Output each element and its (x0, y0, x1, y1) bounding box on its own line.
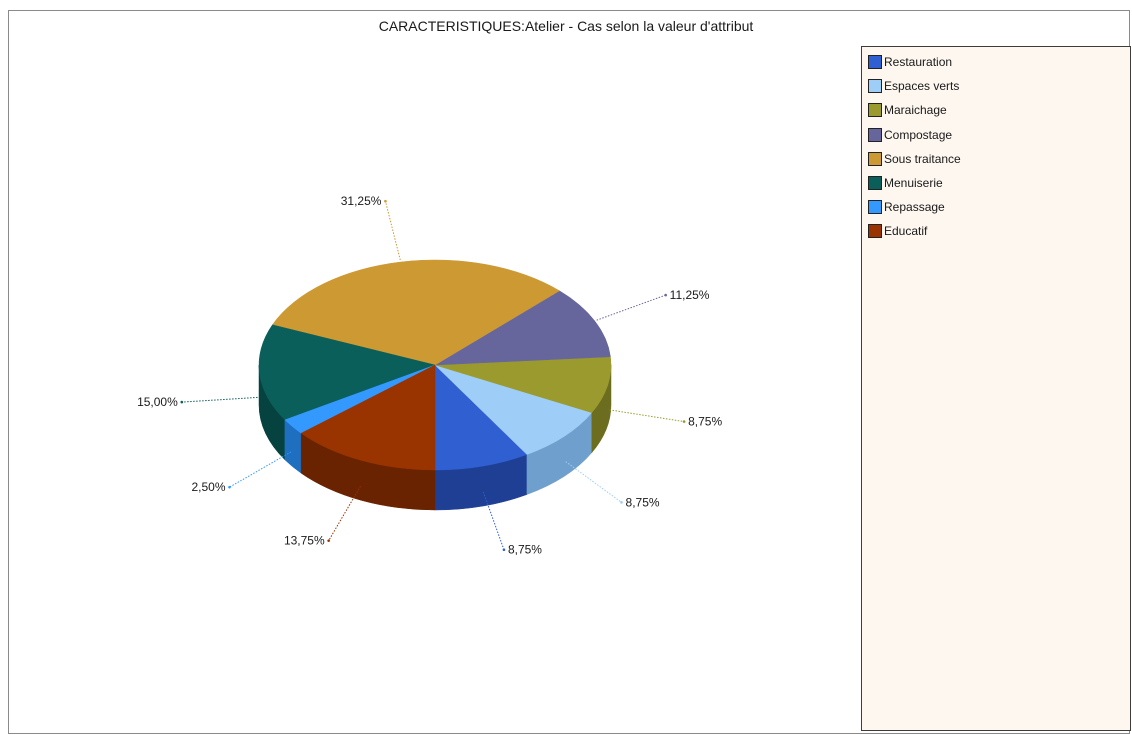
leader-line (609, 409, 685, 423)
legend-item: Repassage (868, 198, 945, 216)
pie-slice-maraichage (434, 356, 612, 413)
leader-dot (180, 400, 184, 404)
leader-line (565, 461, 622, 503)
pie-slice-sous-traitance (271, 259, 560, 366)
data-label: 13,75% (284, 534, 325, 548)
legend-swatch (868, 224, 882, 239)
legend-item: Restauration (868, 53, 952, 71)
legend-label: Repassage (884, 200, 945, 215)
data-label: 11,25% (670, 288, 710, 302)
legend-swatch (868, 127, 882, 142)
pie-slice-compostage (434, 290, 611, 366)
legend-item: Maraichage (868, 101, 947, 119)
pie-slice-restauration (434, 364, 528, 471)
data-label: 2,50% (191, 480, 225, 494)
pie-slice-educatif (300, 364, 436, 471)
pie-chart: 8,75% 8,75% 8,75% 11,25% 31,25% 15,00% 2,50% 13… (137, 194, 722, 557)
data-label: 8,75% (508, 543, 542, 557)
legend-item: Educatif (868, 222, 927, 240)
leader-dot (384, 199, 387, 203)
leader-dot (664, 293, 667, 297)
data-label: 8,75% (626, 495, 660, 509)
legend-label: Espaces verts (884, 79, 960, 94)
chart-title: CARACTERISTIQUES:Atelier - Cas selon la … (378, 18, 754, 34)
legend-swatch (868, 79, 882, 94)
legend-swatch (868, 55, 882, 69)
leader-line (384, 201, 401, 261)
legend-label: Menuiserie (884, 176, 943, 190)
leader-line (181, 396, 258, 403)
leader-dot (620, 501, 623, 504)
leader-line (229, 451, 292, 488)
legend-label: Educatif (884, 224, 928, 239)
data-label: 15,00% (137, 395, 178, 409)
leader-dot (228, 485, 231, 489)
pie-slice-espaces-verts (434, 364, 593, 455)
legend-item: Espaces verts (868, 77, 959, 95)
leader-dot (327, 539, 330, 542)
legend-swatch (868, 200, 882, 215)
data-label: 31,25% (341, 194, 382, 208)
leader-dot (682, 420, 686, 423)
data-label: 8,75% (688, 415, 722, 429)
legend-swatch (868, 151, 882, 166)
legend-label: Restauration (884, 55, 953, 69)
legend-item: Compostage (868, 126, 952, 144)
leader-line (482, 491, 505, 550)
legend: Restauration Espaces verts Maraichage Compo… (861, 46, 1131, 731)
legend-swatch (868, 176, 882, 190)
leader-dot (502, 548, 506, 552)
legend-item: Sous traitance (868, 150, 961, 168)
legend-label: Maraichage (884, 103, 947, 118)
pie-slice-menuiserie (258, 324, 436, 421)
legend-swatch (868, 103, 882, 118)
leader-line (596, 294, 666, 321)
legend-label: Sous traitance (884, 151, 961, 166)
legend-item: Menuiserie (868, 174, 943, 192)
legend-label: Compostage (884, 127, 953, 142)
